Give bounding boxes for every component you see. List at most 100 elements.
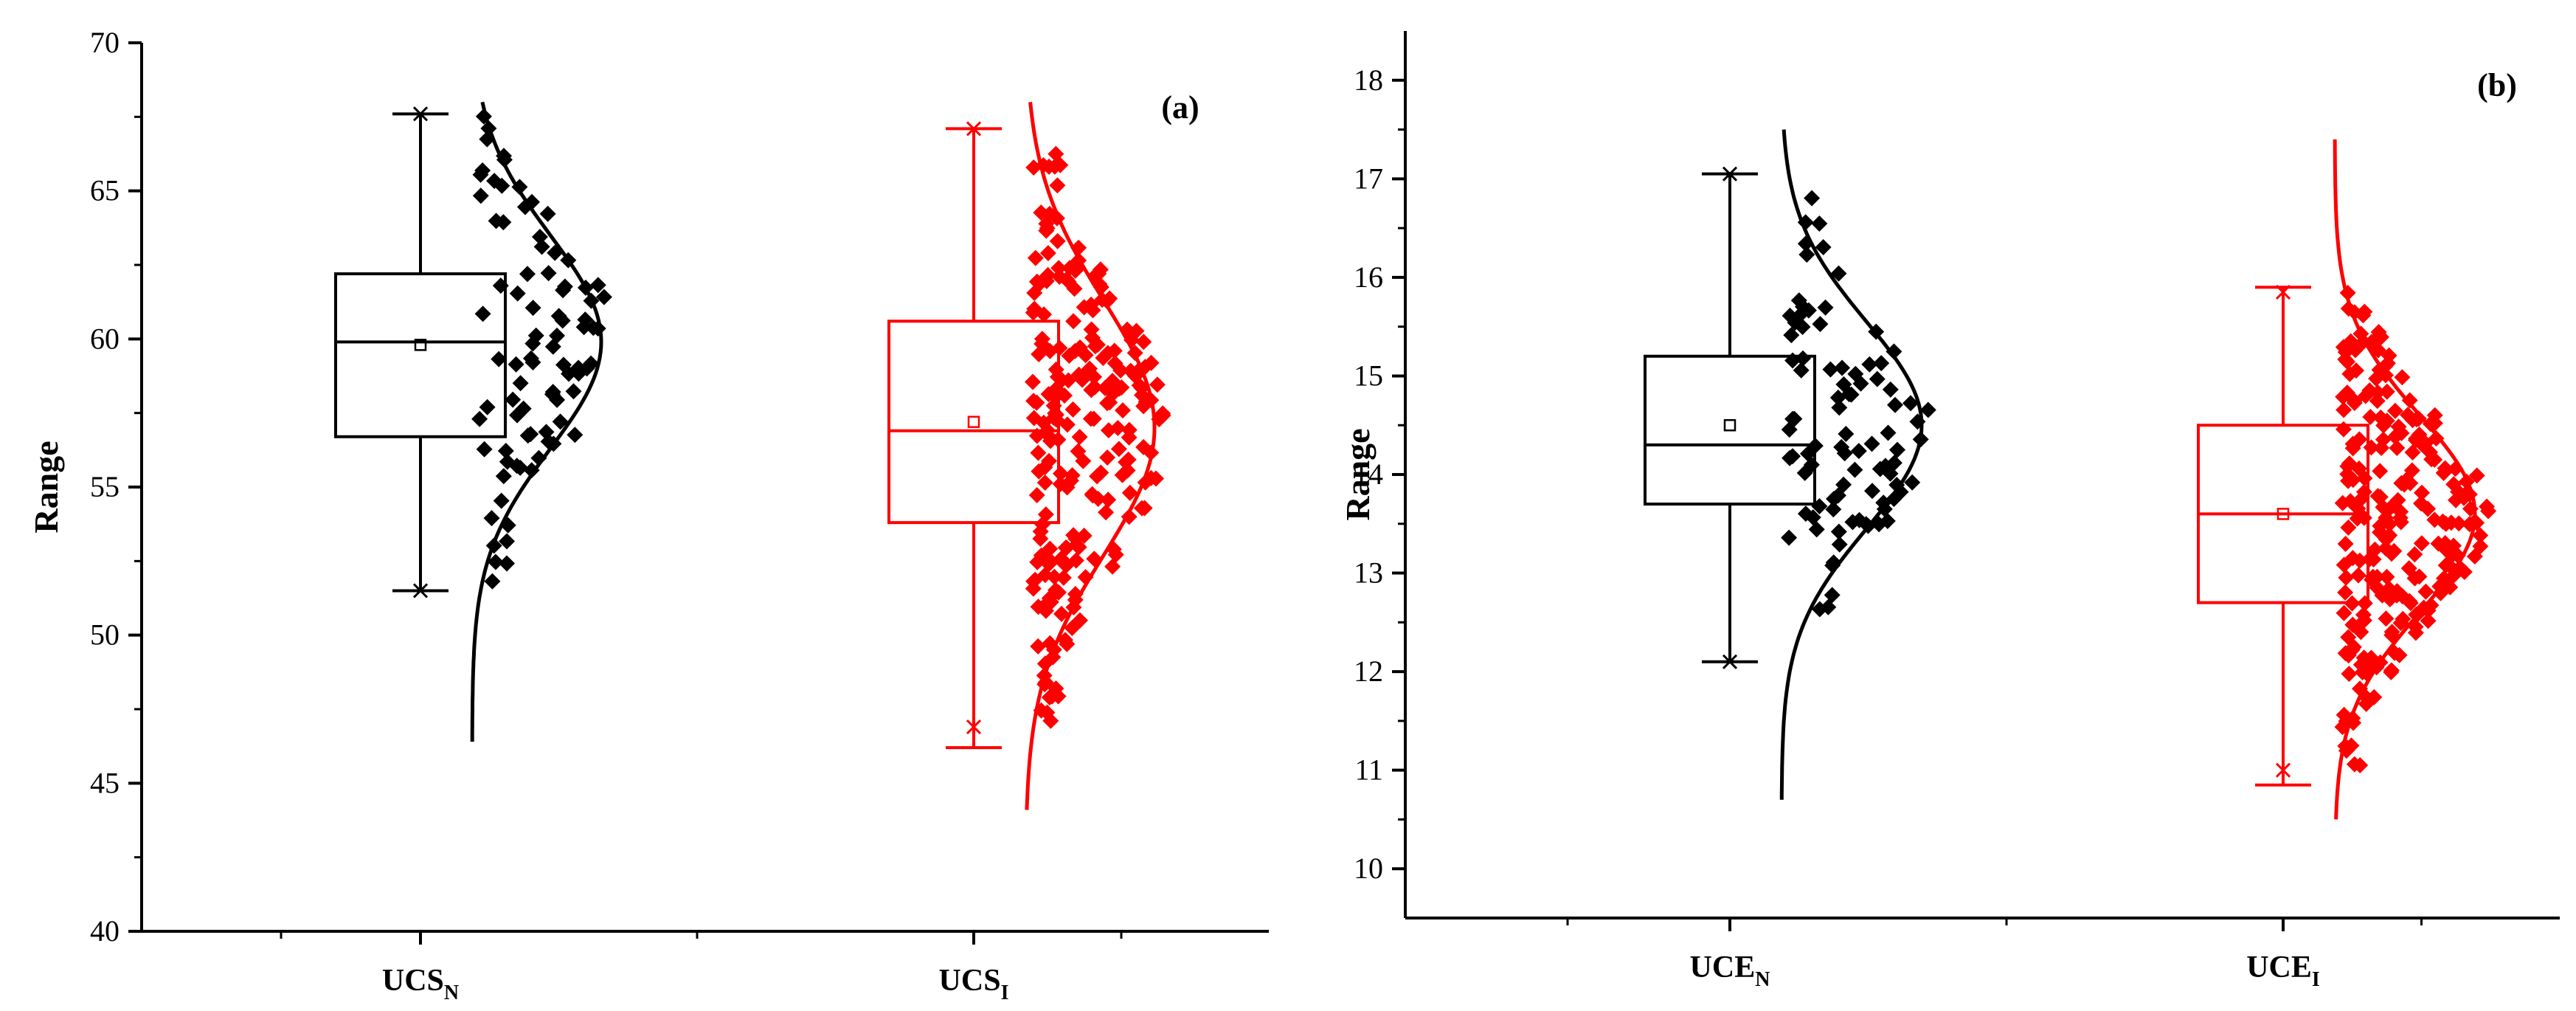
panel-b-uce-i-point — [2365, 551, 2382, 567]
panel-a-ucs-i-point — [1042, 429, 1059, 446]
panel-a-ucs-n-point — [480, 120, 497, 137]
panel-b-uce-i-point — [2462, 500, 2479, 517]
panel-a-ucs-n-point — [483, 510, 500, 527]
panel-a-ucs-i-point — [1039, 266, 1056, 283]
panel-a-ucs-i-point — [1026, 285, 1043, 301]
panel-b-uce-i-point — [2468, 467, 2485, 484]
panel-a-ucs-n-mean-marker — [414, 339, 427, 351]
panel-a-ucs-n-point — [589, 277, 606, 294]
panel-a-ucs-i-point — [1049, 177, 1066, 194]
panel-b-uce-i-point — [2437, 460, 2454, 477]
panel-a-ucs-i-point — [1100, 422, 1117, 439]
panel-b-uce-i-point — [2414, 484, 2430, 501]
panel-b-uce-i-scatter-points — [2334, 284, 2497, 773]
panel-b-uce-n-point — [1886, 343, 1902, 360]
panel-b-uce-i-point — [2369, 384, 2386, 401]
panel-b-uce-i-point — [2344, 595, 2361, 612]
panel-a-ucs-i-point — [1070, 239, 1087, 256]
panel-a-ucs-i-point — [1025, 410, 1042, 427]
panel-a-ucs-n-point — [509, 285, 526, 302]
panel-a-ucs-n-max-marker — [412, 106, 429, 122]
panel-b-uce-i-point — [2395, 610, 2411, 627]
panel-b-uce-n-point — [1784, 352, 1801, 369]
panel-a-ucs-i-point — [1149, 376, 1166, 393]
panel-a-ucs-i-point — [1097, 379, 1113, 396]
panel-b-uce-n-point — [1822, 361, 1839, 378]
panel-a-ucs-i-point — [1049, 232, 1066, 249]
panel-b-uce-i-point — [2401, 593, 2418, 610]
panel-b-uce-n-point — [1793, 362, 1810, 379]
panel-a-ucs-n-point — [475, 108, 492, 125]
panel-a-ucs-i-point — [1036, 459, 1053, 476]
panel-a-axes: 40 45 50 55 60 65 70 UCSN UCSI — [90, 26, 1269, 1004]
panel-b-uce-n-point — [1830, 265, 1847, 282]
panel-b-uce-i-point — [2356, 595, 2373, 612]
panel-a-y-tick-label: 55 — [90, 470, 120, 503]
panel-a-ucs-i-point — [1048, 680, 1064, 697]
panel-b-uce-i-point — [2340, 519, 2357, 536]
panel-a-ucs-n-point — [552, 413, 569, 430]
panel-a-ucs-i-point — [1104, 558, 1121, 575]
panel-a-ucs-n-point — [494, 177, 510, 194]
panel-a-ucs-i-point — [1126, 345, 1143, 362]
panel-a-ucs-i-point — [1107, 355, 1123, 372]
panel-a-ucs-i-point — [1048, 411, 1065, 428]
panel-b-uce-i-point — [2352, 624, 2369, 641]
panel-b-uce-i-point — [2339, 353, 2355, 370]
panel-a-ucs-n-point — [555, 282, 572, 299]
panel-a-ucs-n-point — [479, 398, 496, 415]
panel-b-uce-n-point — [1886, 491, 1902, 508]
panel-b-uce-i-point — [2466, 514, 2483, 531]
panel-b-uce-n-point — [1851, 511, 1868, 528]
panel-b-uce-i-point — [2355, 607, 2372, 624]
panel-a-ucs-i-point — [1057, 539, 1074, 556]
panel-b-uce-i-point — [2442, 579, 2459, 596]
panel-b-y-tick-label: 16 — [1354, 260, 1383, 294]
panel-b-uce-i-point — [2479, 498, 2496, 515]
panel-a-ucs-i-point — [1057, 632, 1073, 649]
panel-b-uce-n-point — [1838, 426, 1855, 442]
panel-b-uce-i-point — [2341, 365, 2358, 382]
panel-a-ucs-i-point — [1099, 449, 1116, 466]
panel-b-uce-i-point — [2383, 662, 2400, 679]
panel-b-uce-i-point — [2434, 513, 2451, 530]
panel-b-uce-n-point — [1790, 292, 1807, 309]
panel-a-ucs-n-point — [523, 462, 540, 479]
panel-a: 40 45 50 55 60 65 70 UCSN UCSI (a) Range — [27, 26, 1269, 1004]
panel-b-uce-i-point — [2337, 645, 2354, 662]
panel-b-uce-n-point — [1887, 396, 1903, 413]
panel-a-ucs-n-point — [530, 449, 547, 466]
panel-b-uce-i-point — [2404, 412, 2421, 429]
panel-b-uce-i-point — [2431, 578, 2448, 595]
panel-b-uce-n-point — [1864, 483, 1880, 500]
panel-a-ucs-i-point — [1143, 444, 1160, 461]
panel-b-uce-i-mean-marker — [2276, 508, 2290, 520]
panel-b-uce-i-max-marker-stroke — [2275, 284, 2291, 300]
panel-a-ucs-i-max-marker — [966, 121, 982, 137]
panel-a-label: (a) — [1161, 89, 1199, 125]
panel-b-uce-i-point — [2406, 546, 2423, 563]
panel-b-uce-i-point — [2341, 666, 2358, 683]
panel-b-uce-i-point — [2336, 604, 2352, 621]
panel-b-uce-i-min-marker — [2275, 762, 2291, 778]
panel-b-y-tick-label: 14 — [1354, 458, 1383, 491]
panel-b-uce-i-point — [2472, 527, 2489, 544]
panel-b-uce-i-point — [2352, 680, 2368, 697]
panel-b: 10 11 12 13 14 15 16 17 18 UCEN UCEI (b) Range — [1339, 31, 2560, 991]
panel-a-ucs-n-point — [554, 312, 571, 329]
panel-b-y-tick-label: 12 — [1354, 655, 1383, 688]
panel-a-ucs-i-mean-marker — [967, 415, 980, 428]
panel-b-uce-n-point — [1800, 302, 1817, 319]
panel-b-uce-i-point — [2355, 307, 2372, 324]
panel-b-uce-i-point — [2373, 440, 2390, 456]
panel-b-y-tick-label: 10 — [1354, 852, 1383, 885]
panel-a-ucs-n-point — [549, 327, 565, 344]
panel-a-ucs-i-point — [1025, 393, 1042, 410]
panel-a-ucs-n-point — [479, 131, 496, 148]
panel-b-uce-n-point — [1781, 529, 1798, 546]
panel-b-uce-n-point — [1797, 214, 1814, 231]
panel-b-uce-n-point — [1919, 401, 1936, 418]
panel-b-uce-i-point — [2364, 571, 2381, 588]
panel-a-ucs-i-min-marker — [966, 720, 982, 735]
panel-b-uce-n-point — [1846, 461, 1863, 478]
